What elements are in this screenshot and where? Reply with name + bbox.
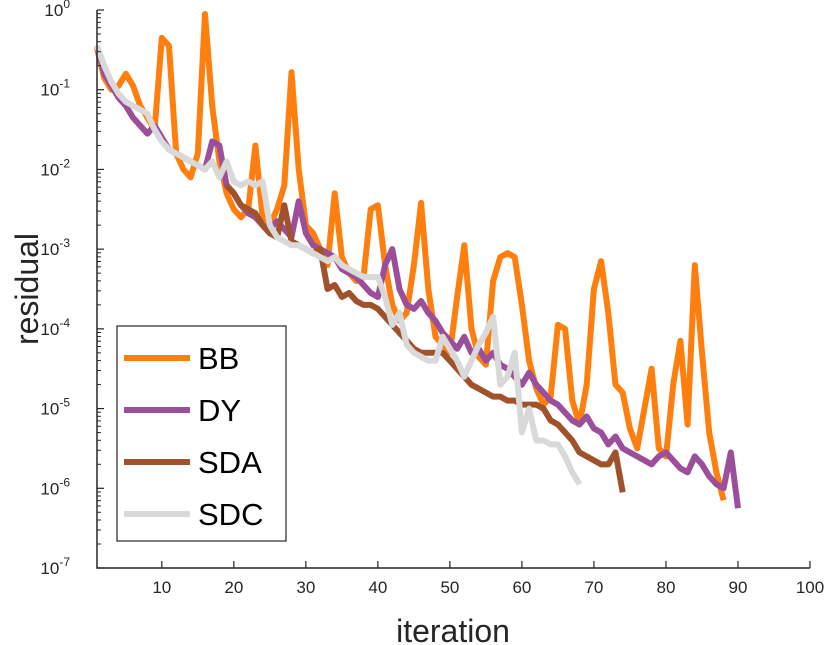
- y-tick-exponent: -3: [59, 236, 70, 250]
- y-tick-exponent: -1: [59, 77, 70, 91]
- x-tick-label: 70: [584, 578, 603, 597]
- y-tick-base: 10: [40, 240, 59, 259]
- x-tick-label: 50: [440, 578, 459, 597]
- x-tick-label: 80: [656, 578, 675, 597]
- y-tick-label: 10-3: [40, 236, 70, 259]
- y-tick-base: 10: [40, 320, 59, 339]
- y-tick-exponent: 0: [63, 0, 70, 11]
- x-tick-label: 100: [796, 578, 824, 597]
- y-tick-exponent: -5: [59, 396, 70, 410]
- y-tick-label: 10-4: [40, 316, 70, 339]
- y-tick-base: 10: [40, 400, 59, 419]
- y-tick-label: 10-6: [40, 475, 70, 498]
- y-tick-label: 10-1: [40, 77, 70, 100]
- series-line-sdc: [94, 44, 583, 486]
- legend-entries: BB DY SDA SDC: [124, 341, 263, 532]
- y-tick-base: 10: [40, 479, 59, 498]
- y-tick-label: 10-5: [40, 396, 70, 419]
- x-axis-label: iteration: [396, 613, 510, 645]
- y-tick-base: 10: [40, 160, 59, 179]
- y-tick-exponent: -6: [59, 475, 70, 489]
- x-tick-label: 20: [224, 578, 243, 597]
- legend-label-sdc: SDC: [198, 497, 263, 532]
- x-tick-label: 30: [296, 578, 315, 597]
- series-line-bb: [94, 11, 727, 501]
- y-tick-exponent: -4: [59, 316, 70, 330]
- x-tick-label: 90: [729, 578, 748, 597]
- legend-label-bb: BB: [198, 341, 239, 376]
- y-axis-label: residual: [9, 233, 45, 345]
- y-tick-label: 100: [44, 0, 70, 20]
- legend-box: [116, 325, 287, 542]
- series-line-sda: [224, 183, 626, 493]
- y-tick-exponent: -7: [59, 555, 70, 569]
- legend-label-sda: SDA: [198, 445, 262, 480]
- series-layer: [94, 11, 741, 509]
- x-tick-label: 60: [512, 578, 531, 597]
- y-tick-label: 10-7: [40, 555, 70, 578]
- y-tick-base: 10: [44, 1, 63, 20]
- x-tick-label: 40: [368, 578, 387, 597]
- x-axis-ticks: 10 20 30 40 50 60 70 80 90 100: [152, 561, 824, 597]
- legend: BB DY SDA SDC: [116, 325, 287, 542]
- y-tick-label: 10-2: [40, 156, 70, 179]
- y-tick-exponent: -2: [59, 156, 70, 170]
- legend-label-dy: DY: [198, 393, 241, 428]
- x-tick-label: 10: [152, 578, 171, 597]
- y-tick-base: 10: [40, 81, 59, 100]
- y-tick-base: 10: [40, 559, 59, 578]
